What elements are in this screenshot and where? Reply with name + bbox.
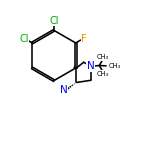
Text: N: N	[60, 85, 68, 95]
Text: CH₃: CH₃	[97, 54, 109, 60]
Text: CH₃: CH₃	[97, 71, 109, 77]
Text: Cl: Cl	[19, 34, 29, 44]
Text: Cl: Cl	[50, 16, 59, 26]
Text: F: F	[81, 34, 87, 44]
Text: CH₃: CH₃	[109, 63, 121, 69]
Text: N: N	[87, 61, 95, 71]
Polygon shape	[73, 65, 76, 68]
